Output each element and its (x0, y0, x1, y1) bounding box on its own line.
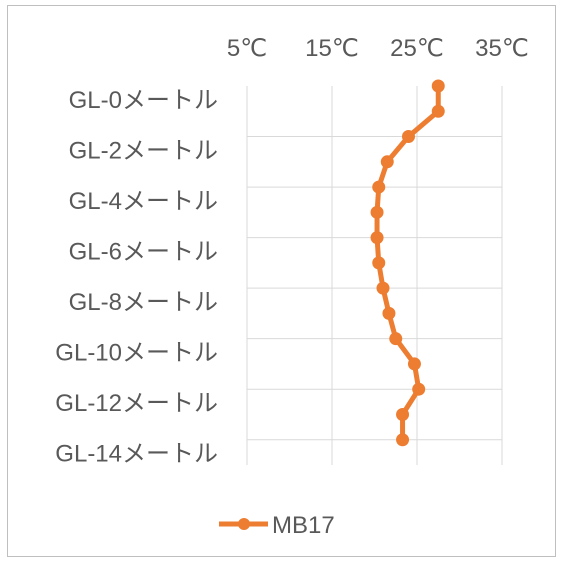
data-point[interactable] (372, 180, 386, 194)
y-tick-label: GL-6メートル (69, 239, 218, 266)
y-tick-label: GL-12メートル (55, 390, 218, 417)
x-tick-label: 35℃ (475, 35, 529, 62)
data-point[interactable] (370, 231, 384, 245)
data-point[interactable] (389, 332, 403, 346)
data-point[interactable] (396, 407, 410, 421)
data-point[interactable] (431, 104, 445, 118)
data-point[interactable] (407, 357, 421, 371)
x-tick-label: 5℃ (227, 35, 267, 62)
y-tick-label: GL-0メートル (69, 87, 218, 114)
y-axis-ticks: GL-0メートル GL-2メートル GL-4メートル GL-6メートル GL-8メートル… (55, 87, 218, 468)
data-point[interactable] (396, 433, 410, 447)
y-tick-label: GL-8メートル (69, 289, 218, 316)
data-point[interactable] (372, 256, 386, 270)
chart-frame (7, 5, 556, 557)
legend[interactable]: MB17 (219, 512, 335, 539)
data-point[interactable] (431, 79, 445, 93)
legend-marker-mb17 (238, 518, 250, 530)
series-layer (370, 79, 445, 447)
x-tick-label: 25℃ (390, 35, 444, 62)
data-point[interactable] (380, 155, 394, 169)
data-point[interactable] (402, 130, 415, 144)
legend-label-mb17: MB17 (272, 512, 335, 539)
y-tick-label: GL-2メートル (69, 138, 218, 165)
y-tick-label: GL-4メートル (69, 188, 218, 215)
data-point[interactable] (376, 281, 390, 295)
data-point[interactable] (412, 382, 426, 396)
data-point[interactable] (382, 306, 396, 320)
x-axis-ticks: 5℃ 15℃ 25℃ 35℃ (227, 35, 529, 62)
x-tick-label: 15℃ (305, 35, 359, 62)
y-tick-label: GL-10メートル (55, 340, 218, 367)
data-point[interactable] (370, 205, 384, 219)
y-tick-label: GL-14メートル (55, 441, 218, 468)
grid (246, 86, 503, 465)
